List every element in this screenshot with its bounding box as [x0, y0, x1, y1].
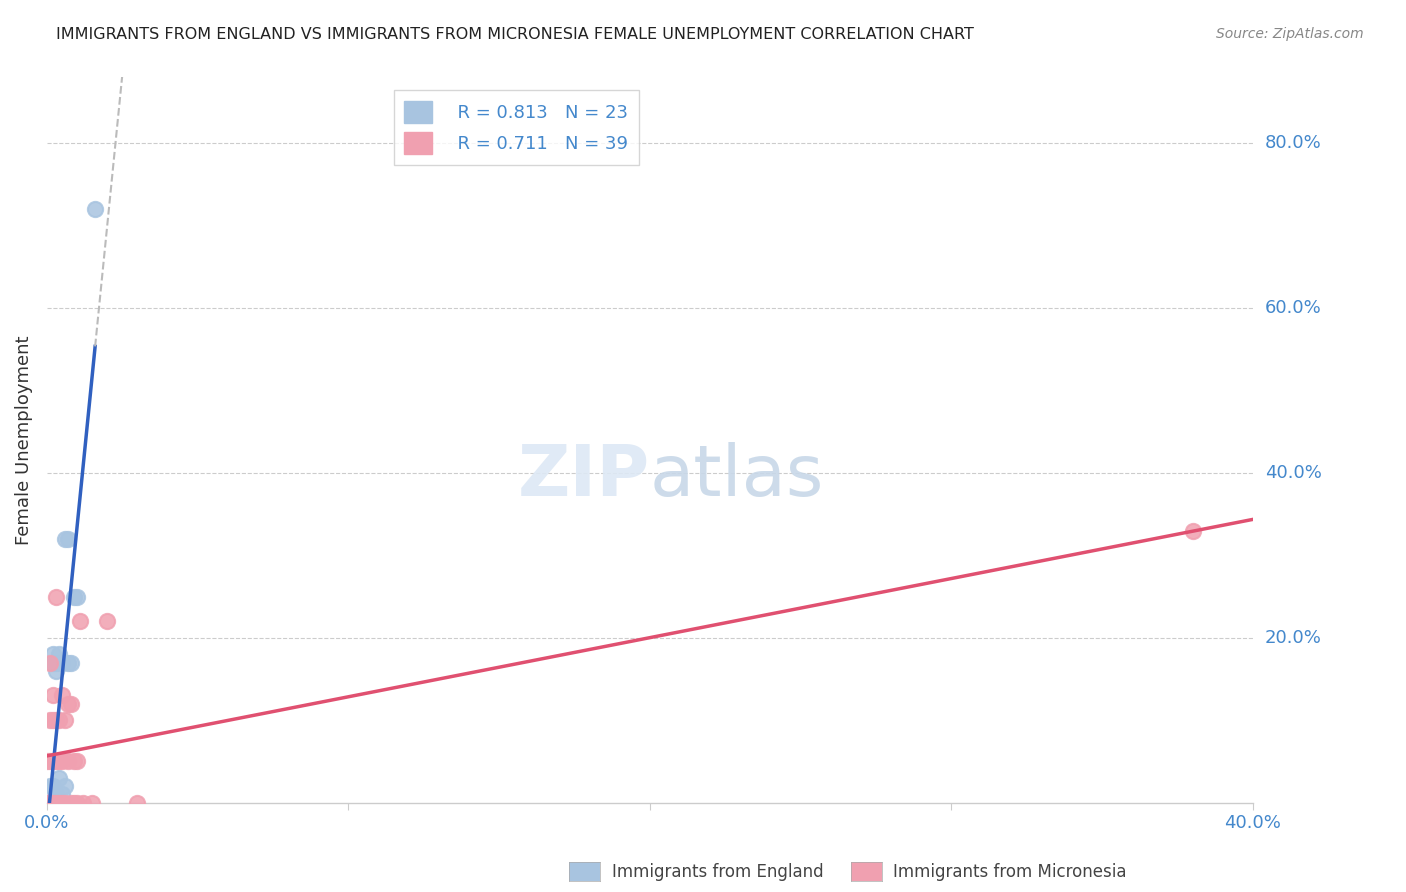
Point: [38, 779, 60, 793]
Point: [53, 779, 76, 793]
Point: [66, 590, 89, 604]
Point: [42, 713, 65, 727]
Point: [38, 796, 60, 810]
Point: [38, 656, 60, 670]
Point: [51, 755, 73, 769]
Point: [53, 713, 76, 727]
Point: [48, 771, 70, 785]
Point: [60, 796, 83, 810]
Point: [66, 796, 89, 810]
Point: [42, 755, 65, 769]
Point: [51, 689, 73, 703]
Point: [82, 796, 104, 810]
Point: [38, 755, 60, 769]
Point: [96, 615, 118, 629]
Point: [63, 755, 86, 769]
Text: ZIP: ZIP: [517, 442, 650, 511]
Point: [38, 713, 60, 727]
Text: 60.0%: 60.0%: [1265, 299, 1322, 318]
Point: [56, 532, 79, 546]
Text: Immigrants from Micronesia: Immigrants from Micronesia: [893, 863, 1126, 881]
Point: [51, 656, 73, 670]
Point: [84, 202, 107, 217]
Point: [42, 779, 65, 793]
Text: Immigrants from England: Immigrants from England: [612, 863, 824, 881]
Point: [42, 689, 65, 703]
Point: [42, 656, 65, 670]
Point: [35, 796, 58, 810]
Point: [48, 755, 70, 769]
Point: [45, 796, 67, 810]
Point: [35, 796, 58, 810]
Point: [63, 590, 86, 604]
Point: [51, 796, 73, 810]
Text: 40.0%: 40.0%: [1265, 464, 1322, 482]
Point: [127, 796, 149, 810]
Point: [48, 713, 70, 727]
Y-axis label: Female Unemployment: Female Unemployment: [15, 335, 32, 545]
Point: [45, 590, 67, 604]
Text: 80.0%: 80.0%: [1265, 135, 1322, 153]
Point: [45, 656, 67, 670]
Point: [53, 796, 76, 810]
Point: [56, 697, 79, 711]
Point: [45, 664, 67, 678]
Text: 20.0%: 20.0%: [1265, 629, 1322, 647]
Point: [63, 796, 86, 810]
Point: [45, 788, 67, 802]
Point: [35, 796, 58, 810]
Point: [38, 796, 60, 810]
Point: [72, 796, 94, 810]
Text: IMMIGRANTS FROM ENGLAND VS IMMIGRANTS FROM MICRONESIA FEMALE UNEMPLOYMENT CORREL: IMMIGRANTS FROM ENGLAND VS IMMIGRANTS FR…: [56, 27, 974, 42]
Point: [35, 796, 58, 810]
Point: [53, 532, 76, 546]
Point: [60, 656, 83, 670]
Point: [66, 755, 89, 769]
Point: [45, 755, 67, 769]
Point: [69, 615, 91, 629]
Point: [56, 755, 79, 769]
Text: Source: ZipAtlas.com: Source: ZipAtlas.com: [1216, 27, 1364, 41]
Point: [51, 796, 73, 810]
Point: [48, 796, 70, 810]
Point: [42, 647, 65, 661]
Point: [51, 788, 73, 802]
Text: atlas: atlas: [650, 442, 824, 511]
Point: [42, 796, 65, 810]
Point: [45, 713, 67, 727]
Point: [48, 647, 70, 661]
Legend:   R = 0.813   N = 23,   R = 0.711   N = 39: R = 0.813 N = 23, R = 0.711 N = 39: [394, 90, 638, 165]
Point: [42, 796, 65, 810]
Point: [35, 755, 58, 769]
Point: [1181, 524, 1204, 538]
Point: [56, 656, 79, 670]
Point: [60, 697, 83, 711]
Point: [38, 796, 60, 810]
